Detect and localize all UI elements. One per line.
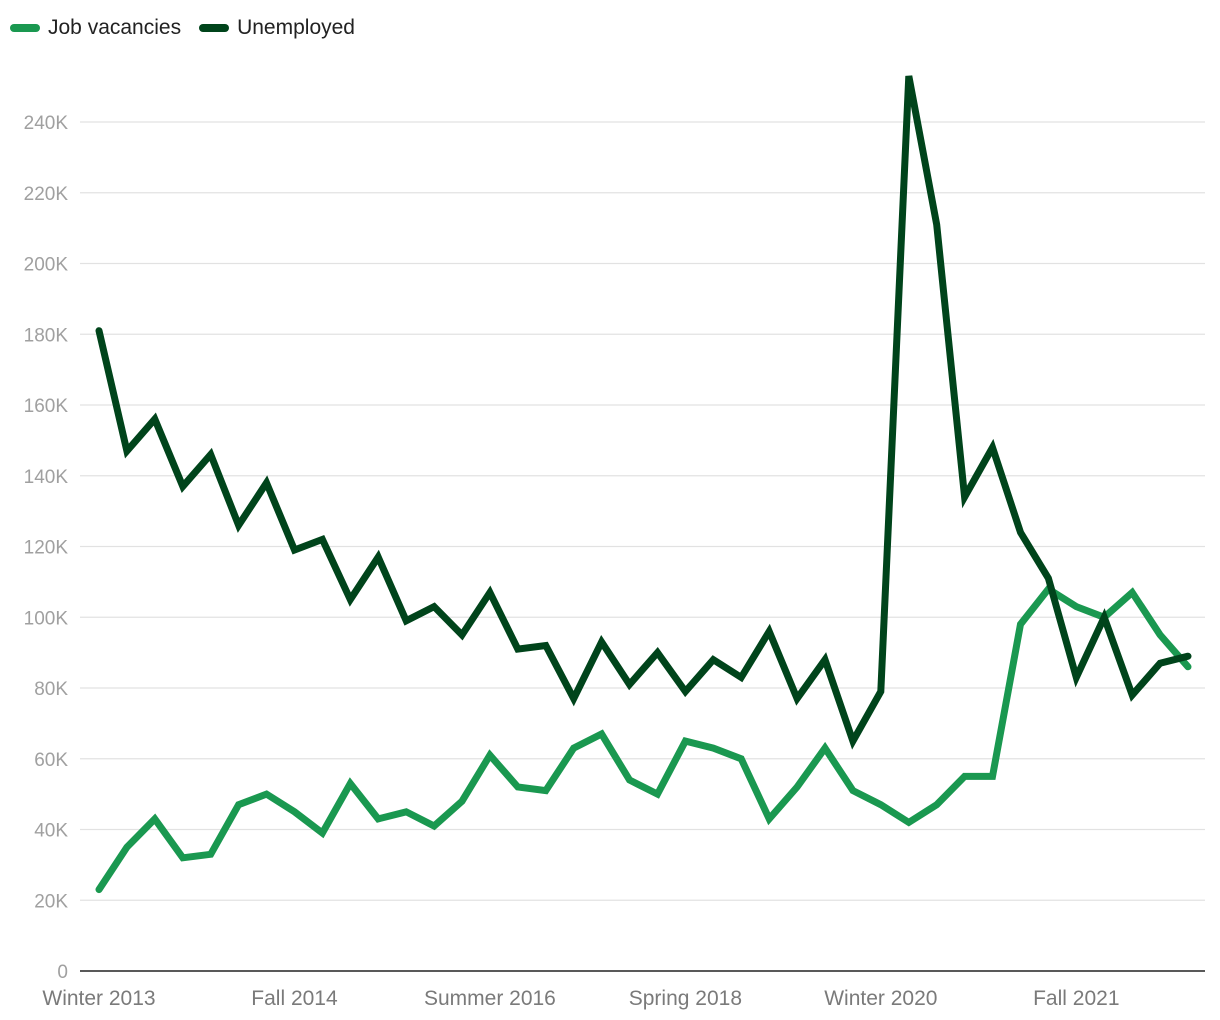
y-tick-label: 100K: [24, 608, 69, 629]
series-line-unemployed: [95, 75, 1192, 750]
legend: Job vacancies Unemployed: [10, 16, 355, 40]
y-tick-label: 0: [57, 962, 68, 983]
y-tick-label: 220K: [24, 184, 69, 205]
y-tick-label: 80K: [34, 679, 68, 700]
y-tick-label: 40K: [34, 821, 68, 842]
y-tick-label: 60K: [34, 750, 68, 771]
legend-label-unemployed: Unemployed: [237, 16, 355, 39]
x-axis-ticks: Winter 2013 Fall 2014 Summer 2016 Spring 20…: [42, 987, 1119, 1010]
legend-item-job-vacancies[interactable]: Job vacancies: [10, 16, 181, 40]
series-line-job-vacancies: [95, 584, 1192, 894]
x-tick-label: Summer 2016: [424, 987, 556, 1010]
x-tick-label: Winter 2020: [824, 987, 937, 1010]
x-tick-label: Fall 2021: [1033, 987, 1119, 1010]
gridlines: [80, 121, 1205, 972]
y-tick-label: 20K: [34, 891, 68, 912]
y-tick-label: 140K: [24, 467, 69, 488]
y-axis-ticks: 0 20K 40K 60K 80K 100K 120K 140K 160K 180K 200K 220…: [24, 113, 69, 983]
legend-item-unemployed[interactable]: Unemployed: [199, 16, 355, 40]
legend-swatch-unemployed: [199, 24, 230, 32]
series-lines: [95, 75, 1192, 894]
y-tick-label: 200K: [24, 255, 69, 276]
y-tick-label: 180K: [24, 325, 69, 346]
x-tick-label: Spring 2018: [629, 987, 742, 1010]
y-tick-label: 120K: [24, 538, 69, 559]
y-tick-label: 160K: [24, 396, 69, 417]
x-tick-label: Winter 2013: [42, 987, 155, 1010]
x-tick-label: Fall 2014: [251, 987, 338, 1010]
y-tick-label: 240K: [24, 113, 69, 134]
legend-swatch-job-vacancies: [10, 24, 40, 32]
legend-label-job-vacancies: Job vacancies: [48, 16, 182, 39]
